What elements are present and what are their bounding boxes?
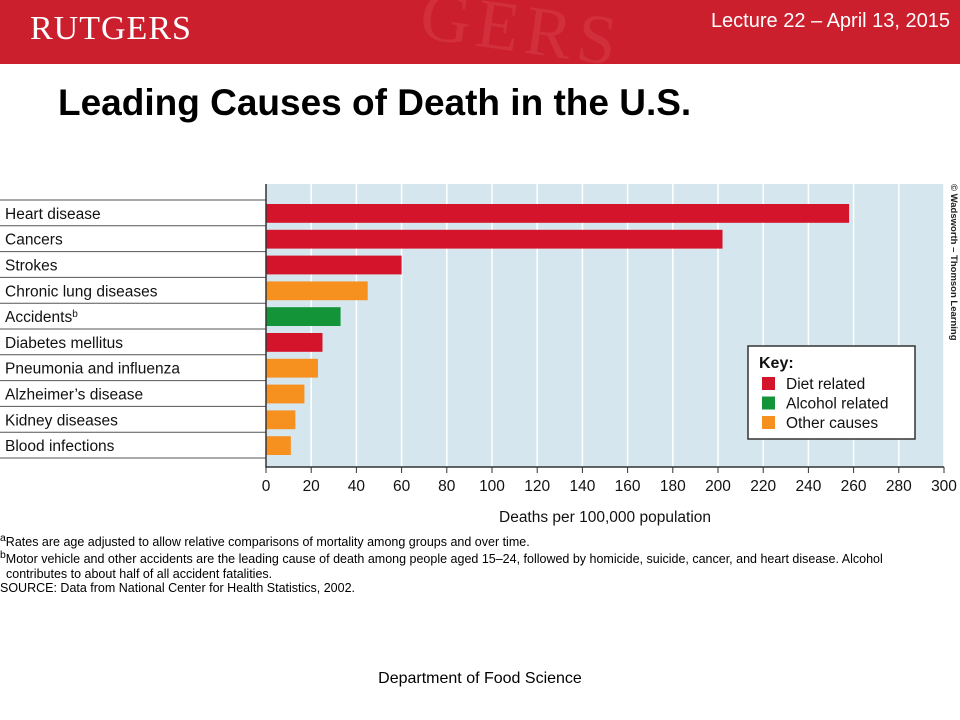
category-label: Blood infections (5, 438, 115, 455)
rutgers-logo: RUTGERS (30, 10, 192, 47)
category-label: Accidentsb (5, 309, 78, 326)
bar (266, 255, 402, 275)
x-axis-label: Deaths per 100,000 population (499, 509, 711, 526)
x-tick-label: 260 (841, 478, 867, 495)
lecture-date: Lecture 22 – April 13, 2015 (710, 10, 950, 32)
copyright-credit: © Wadsworth – Thomson Learning (948, 184, 959, 341)
bar-chart: Heart disease Cancers Strokes Chronic lung … (0, 184, 959, 526)
bar (266, 436, 291, 455)
category-label: Heart disease (5, 206, 101, 223)
x-tick-label: 160 (615, 478, 641, 495)
x-tick-label: 200 (705, 478, 731, 495)
bar (266, 281, 368, 301)
legend-swatch (762, 377, 775, 390)
footnotes: aRates are age adjusted to allow relativ… (0, 532, 950, 595)
x-tick-label: 220 (750, 478, 776, 495)
legend-label: Alcohol related (786, 396, 889, 413)
x-tick-label: 180 (660, 478, 686, 495)
category-label: Kidney diseases (5, 412, 118, 429)
slide-title: Leading Causes of Death in the U.S. (58, 82, 692, 123)
legend-swatch (762, 416, 775, 429)
bar (266, 333, 323, 352)
x-tick-label: 240 (795, 478, 821, 495)
x-tick-label: 100 (479, 478, 505, 495)
x-tick-label: 60 (393, 478, 411, 495)
legend-label: Other causes (786, 415, 878, 432)
category-label: Cancers (5, 232, 63, 249)
bar (266, 307, 341, 326)
legend-swatch (762, 396, 775, 410)
bar (266, 358, 318, 378)
footnote-a: aRates are age adjusted to allow relativ… (0, 533, 530, 550)
bar (266, 229, 723, 249)
x-tick-label: 40 (348, 478, 366, 495)
bar (266, 204, 850, 223)
bar (266, 410, 296, 430)
category-label: Diabetes mellitus (5, 335, 123, 352)
legend-label: Diet related (786, 376, 865, 393)
category-label: Strokes (5, 258, 58, 275)
x-tick-label: 80 (438, 478, 456, 495)
seal-watermark: GERS (415, 0, 628, 64)
category-label: Alzheimer’s disease (5, 387, 143, 404)
legend-title: Key: (759, 355, 794, 372)
footnote-b: bMotor vehicle and other accidents are t… (0, 550, 883, 567)
footnote-source: SOURCE: Data from National Center for He… (0, 580, 356, 595)
x-tick-label: 120 (524, 478, 550, 495)
bar (266, 384, 305, 404)
category-label: Pneumonia and influenza (5, 361, 180, 378)
x-tick-label: 280 (886, 478, 912, 495)
x-tick-label: 300 (931, 478, 957, 495)
footnote-b-continued: contributes to about half of all acciden… (6, 566, 273, 581)
x-tick-label: 140 (569, 478, 595, 495)
header-band: GERS RUTGERS Lecture 22 – April 13, 2015 (0, 0, 960, 64)
legend-box (747, 345, 916, 440)
x-tick-label: 0 (262, 478, 271, 495)
category-label: Chronic lung diseases (5, 283, 158, 300)
x-tick-label: 20 (303, 478, 321, 495)
footer-department: Department of Food Science (378, 670, 582, 687)
